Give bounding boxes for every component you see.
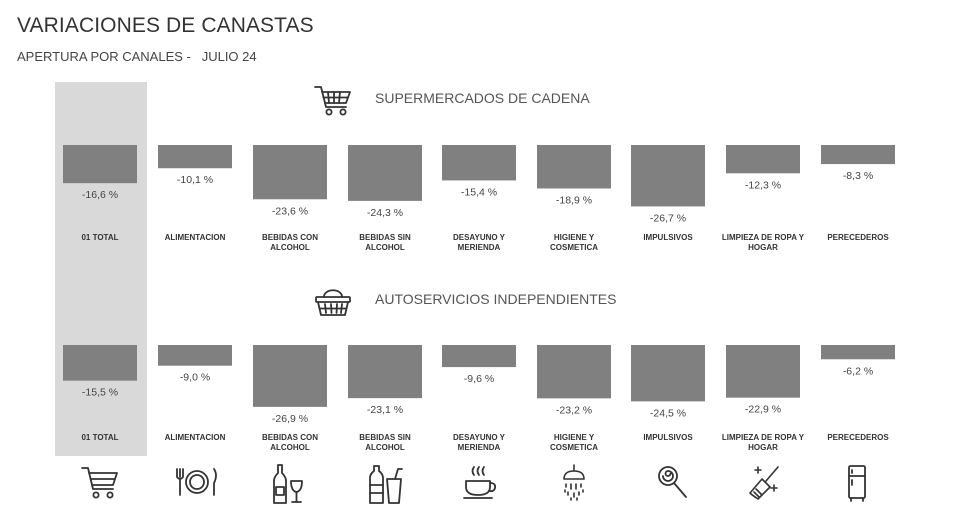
bottles-cup-icon	[369, 465, 403, 504]
bar-0-7	[726, 145, 800, 174]
category-label-0-7: LIMPIEZA DE ROPA Y HOGAR	[722, 233, 805, 252]
data-label-0-5: -18,9 %	[556, 194, 592, 206]
bar-1-2	[253, 345, 327, 407]
bar-1-4	[442, 345, 516, 368]
bar-1-1	[158, 345, 232, 366]
category-label-1-4: DESAYUNO Y MERIENDA	[453, 433, 506, 452]
category-label-0-8: PERECEDEROS	[827, 233, 889, 242]
data-label-0-0: -16,6 %	[82, 189, 118, 201]
category-label-0-3: BEBIDAS SIN ALCOHOL	[359, 233, 411, 252]
bar-0-8	[821, 145, 895, 165]
bar-0-3	[348, 145, 422, 201]
data-label-1-2: -26,9 %	[272, 413, 308, 425]
shopping-cart-icon	[314, 86, 351, 116]
category-label-0-2: BEBIDAS CON ALCOHOL	[262, 233, 318, 252]
category-label-1-8: PERECEDEROS	[827, 433, 889, 442]
data-label-1-8: -6,2 %	[843, 365, 873, 377]
data-label-0-2: -23,6 %	[272, 205, 308, 217]
bar-1-5	[537, 345, 611, 399]
category-label-0-5: HIGIENE Y COSMETICA	[550, 233, 598, 252]
data-label-1-3: -23,1 %	[367, 404, 403, 416]
coffee-cup-icon	[463, 466, 497, 499]
refrigerator-icon	[848, 465, 866, 502]
data-label-1-6: -24,5 %	[650, 407, 686, 419]
data-label-0-7: -12,3 %	[745, 179, 781, 191]
section-title-supermercados: SUPERMERCADOS DE CADENA	[375, 90, 590, 106]
category-label-0-6: IMPULSIVOS	[643, 233, 693, 242]
bar-0-0	[63, 145, 137, 184]
category-label-1-6: IMPULSIVOS	[643, 433, 693, 442]
data-label-0-3: -24,3 %	[367, 207, 403, 219]
bar-1-8	[821, 345, 895, 360]
category-label-0-0: 01 TOTAL	[81, 233, 118, 242]
data-label-1-0: -15,5 %	[82, 387, 118, 399]
bar-0-5	[537, 145, 611, 189]
data-label-0-1: -10,1 %	[177, 174, 213, 186]
shopping-cart-icon	[81, 467, 118, 499]
data-label-1-7: -22,9 %	[745, 404, 781, 416]
broom-sparkles-icon	[749, 466, 779, 500]
data-label-0-8: -8,3 %	[843, 170, 873, 182]
bar-1-7	[726, 345, 800, 398]
bar-1-0	[63, 345, 137, 381]
data-label-0-6: -26,7 %	[650, 212, 686, 224]
shower-icon	[563, 464, 585, 501]
lollipop-icon	[658, 466, 687, 498]
category-label-1-5: HIGIENE Y COSMETICA	[550, 433, 598, 452]
bar-charts: -16,6 % 01 TOTAL -10,1 % ALIMENTACION -23,6 …	[63, 145, 895, 452]
data-label-1-4: -9,6 %	[464, 373, 494, 385]
page-subtitle: APERTURA POR CANALES - JULIO 24	[17, 49, 257, 64]
fork-plate-knife-icon	[176, 468, 217, 496]
bar-1-3	[348, 345, 422, 399]
bar-1-6	[631, 345, 705, 402]
data-label-1-1: -9,0 %	[180, 372, 210, 384]
bar-0-2	[253, 145, 327, 200]
category-label-1-1: ALIMENTACION	[165, 433, 226, 442]
bottle-glass-icon	[273, 464, 303, 504]
category-label-0-1: ALIMENTACION	[165, 233, 226, 242]
shopping-basket-icon	[315, 289, 351, 316]
bar-0-6	[631, 145, 705, 207]
data-label-0-4: -15,4 %	[461, 186, 497, 198]
page-title: VARIACIONES DE CANASTAS	[17, 14, 314, 37]
category-label-1-7: LIMPIEZA DE ROPA Y HOGAR	[722, 433, 805, 452]
data-label-1-5: -23,2 %	[556, 404, 592, 416]
bar-0-1	[158, 145, 232, 169]
section-title-autoservicios: AUTOSERVICIOS INDEPENDIENTES	[375, 291, 617, 307]
bar-0-4	[442, 145, 516, 181]
category-label-1-3: BEBIDAS SIN ALCOHOL	[359, 433, 411, 452]
total-column-highlight	[55, 82, 147, 456]
category-label-0-4: DESAYUNO Y MERIENDA	[453, 233, 506, 252]
category-label-1-0: 01 TOTAL	[81, 433, 118, 442]
category-label-1-2: BEBIDAS CON ALCOHOL	[262, 433, 318, 452]
